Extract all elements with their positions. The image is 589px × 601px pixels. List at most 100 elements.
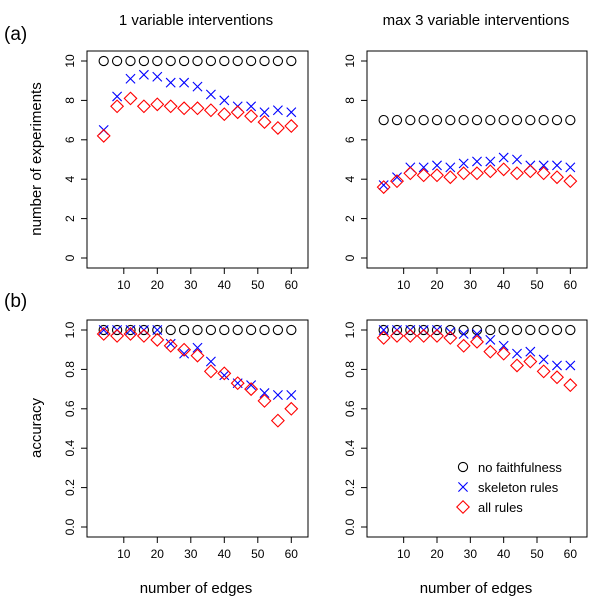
point-skeleton-rules <box>272 105 283 116</box>
x-tick-label: 40 <box>497 547 511 561</box>
y-tick-label: 0 <box>63 254 77 261</box>
point-all-rules <box>523 164 538 179</box>
point-all-rules <box>217 366 232 381</box>
point-skeleton-rules <box>179 77 190 88</box>
plot-frame <box>366 50 588 269</box>
point-all-rules <box>550 170 564 185</box>
point-no-faithfulness <box>485 114 496 126</box>
point-all-rules <box>284 401 299 416</box>
point-skeleton-rules <box>219 370 230 381</box>
point-no-faithfulness <box>111 324 123 336</box>
point-skeleton-rules <box>525 346 536 357</box>
point-all-rules <box>430 168 444 183</box>
point-no-faithfulness <box>138 55 150 67</box>
point-all-rules <box>110 328 125 343</box>
point-skeleton-rules <box>565 162 576 173</box>
y-tick-label: 0.0 <box>63 518 77 535</box>
y-tick-label: 0.2 <box>343 479 357 496</box>
y-tick-label: 10 <box>63 54 77 68</box>
point-all-rules <box>416 328 431 343</box>
point-no-faithfulness <box>165 55 176 67</box>
point-skeleton-rules <box>432 160 442 171</box>
point-all-rules <box>376 330 391 345</box>
col-title-left: 1 variable interventions <box>119 12 273 29</box>
point-all-rules <box>136 328 151 343</box>
point-skeleton-rules <box>512 154 522 165</box>
y-tick-label: 6 <box>63 136 77 143</box>
point-all-rules <box>257 393 272 408</box>
point-no-faithfulness <box>178 324 190 336</box>
point-all-rules <box>496 162 511 177</box>
point-all-rules <box>390 328 404 343</box>
x-tick-label: 40 <box>218 547 232 561</box>
point-all-rules <box>510 358 524 373</box>
point-no-faithfulness <box>485 324 496 336</box>
point-all-rules <box>563 174 578 189</box>
x-tick-label: 30 <box>464 278 478 292</box>
x-tick-label: 40 <box>218 278 232 292</box>
point-all-rules <box>150 332 165 347</box>
ylabel-top: number of experiments <box>28 82 45 235</box>
point-all-rules <box>563 378 578 393</box>
plot-frame <box>86 50 309 269</box>
point-no-faithfulness <box>471 114 483 126</box>
point-skeleton-rules <box>485 334 496 345</box>
point-no-faithfulness <box>245 324 257 336</box>
x-tick-label: 50 <box>251 278 265 292</box>
point-no-faithfulness <box>498 324 509 336</box>
point-skeleton-rules <box>98 325 109 335</box>
point-skeleton-rules <box>378 180 389 191</box>
point-no-faithfulness <box>125 324 136 336</box>
point-all-rules <box>230 376 245 391</box>
point-all-rules <box>177 101 192 116</box>
point-all-rules <box>203 103 218 118</box>
y-tick-label: 0.6 <box>343 400 357 417</box>
point-skeleton-rules <box>472 328 482 339</box>
x-tick-label: 10 <box>117 547 131 561</box>
xlabel-left: number of edges <box>140 580 253 597</box>
point-skeleton-rules <box>125 325 136 335</box>
row-label-a: (a) <box>4 24 27 45</box>
point-no-faithfulness <box>431 114 443 126</box>
point-all-rules <box>536 364 551 379</box>
point-skeleton-rules <box>538 354 549 365</box>
point-skeleton-rules <box>179 348 190 359</box>
x-tick-label: 30 <box>184 547 198 561</box>
panel-4: 10 20 30 40 50 60 0.0 0.2 0.4 0.6 0.8 1.0 no faithfu… <box>343 319 588 561</box>
point-skeleton-rules <box>552 360 562 371</box>
point-no-faithfulness <box>219 55 230 67</box>
y-tick-label: 8 <box>343 97 357 104</box>
point-no-faithfulness <box>511 324 523 336</box>
point-skeleton-rules <box>125 73 136 84</box>
point-all-rules <box>123 326 138 341</box>
point-skeleton-rules <box>498 152 509 163</box>
plot-frame <box>366 319 588 538</box>
point-skeleton-rules <box>498 340 509 351</box>
point-skeleton-rules <box>152 71 163 82</box>
point-skeleton-rules <box>418 162 429 173</box>
legend-label: all rules <box>478 500 523 515</box>
y-tick-label: 2 <box>63 215 77 222</box>
point-no-faithfulness <box>125 55 136 67</box>
ylabel-bottom: accuracy <box>28 397 45 458</box>
point-all-rules <box>523 354 538 369</box>
point-all-rules <box>443 330 458 345</box>
point-no-faithfulness <box>286 324 297 336</box>
point-all-rules <box>217 107 232 122</box>
x-tick-label: 60 <box>564 547 578 561</box>
point-all-rules <box>284 119 299 133</box>
point-no-faithfulness <box>445 114 456 126</box>
row-label-b: (b) <box>4 291 27 312</box>
point-skeleton-rules <box>538 160 549 171</box>
y-tick-label: 0.0 <box>343 518 357 535</box>
point-no-faithfulness <box>205 324 217 336</box>
y-tick-label: 0.4 <box>63 440 77 457</box>
point-no-faithfulness <box>391 324 403 336</box>
point-all-rules <box>483 344 498 359</box>
point-all-rules <box>430 328 444 343</box>
point-all-rules <box>110 99 125 114</box>
point-skeleton-rules <box>259 107 270 118</box>
point-no-faithfulness <box>378 324 389 336</box>
x-tick-label: 30 <box>184 278 198 292</box>
